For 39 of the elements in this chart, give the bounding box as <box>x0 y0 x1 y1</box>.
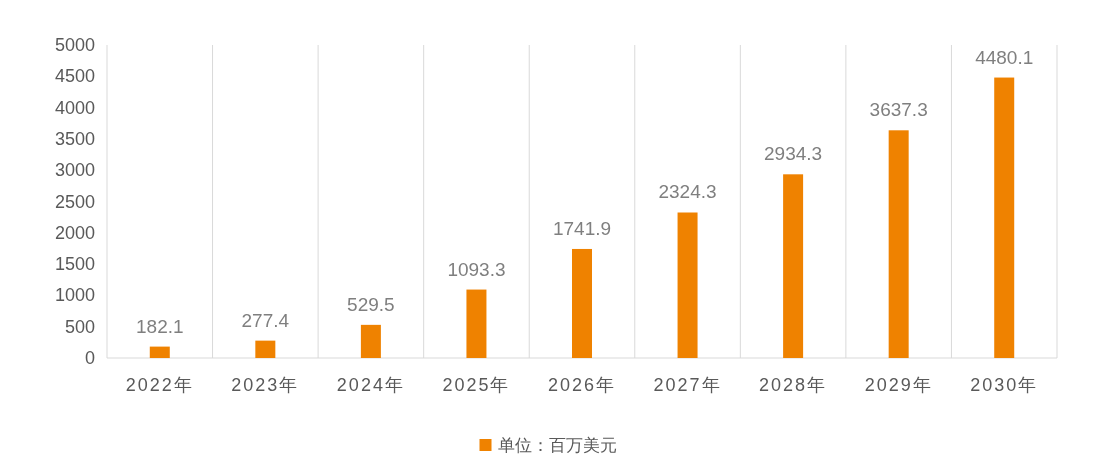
bar <box>255 340 276 358</box>
y-tick-label: 5000 <box>54 35 95 55</box>
x-tick-label: 2026年 <box>547 375 617 395</box>
x-tick-label: 2025年 <box>442 375 511 395</box>
y-tick-label: 500 <box>64 316 95 337</box>
x-tick-label: 2030年 <box>970 375 1039 395</box>
bar <box>466 289 487 358</box>
bar <box>994 77 1015 358</box>
bar <box>783 174 804 358</box>
x-tick-label: 2022年 <box>125 375 194 395</box>
x-tick-label: 2029年 <box>864 375 933 395</box>
data-label: 2324.3 <box>658 181 717 203</box>
data-label: 182.1 <box>136 315 184 337</box>
x-tick-label: 2028年 <box>759 375 828 395</box>
y-tick-label: 3000 <box>54 160 95 181</box>
data-label: 277.4 <box>241 309 290 331</box>
data-label: 2934.3 <box>764 143 823 165</box>
y-tick-label: 2000 <box>54 222 95 243</box>
bar <box>149 346 170 358</box>
data-label: 4480.1 <box>975 46 1034 68</box>
bar <box>677 212 698 358</box>
y-tick-label: 3500 <box>54 128 95 149</box>
data-label: 1093.3 <box>447 258 506 280</box>
bar <box>888 130 909 358</box>
legend-label: 单位：百万美元 <box>497 436 617 455</box>
data-label: 529.5 <box>347 293 395 315</box>
x-tick-label: 2024年 <box>336 375 405 395</box>
x-tick-label: 2023年 <box>231 375 300 395</box>
data-label: 1741.9 <box>552 217 612 239</box>
bar <box>360 324 381 358</box>
x-tick-label: 2027年 <box>653 375 722 395</box>
y-tick-label: 1000 <box>54 285 95 306</box>
y-tick-label: 2500 <box>54 191 95 212</box>
bar <box>572 248 592 358</box>
y-tick-label: 1500 <box>54 254 95 275</box>
y-tick-label: 0 <box>84 348 95 368</box>
y-tick-label: 4500 <box>54 66 95 87</box>
y-tick-label: 4000 <box>54 97 95 118</box>
data-label: 3637.3 <box>869 99 928 121</box>
